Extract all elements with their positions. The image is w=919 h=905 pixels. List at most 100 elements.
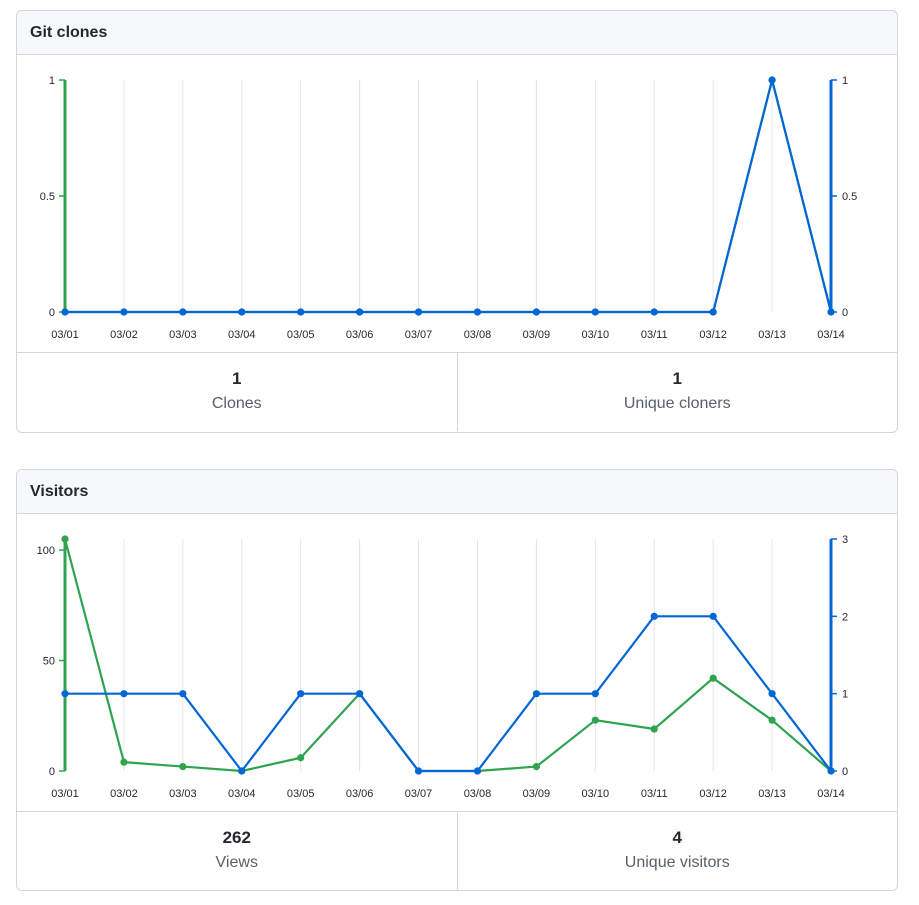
x-tick-label: 03/13 bbox=[758, 329, 786, 341]
x-tick-label: 03/06 bbox=[346, 788, 374, 800]
data-point-right bbox=[591, 308, 599, 316]
right-axis-tick-label: 2 bbox=[842, 611, 848, 623]
data-point-right bbox=[297, 308, 305, 316]
x-tick-label: 03/08 bbox=[464, 329, 492, 341]
data-point-right bbox=[414, 308, 423, 316]
x-tick-label: 03/11 bbox=[641, 788, 668, 800]
x-tick-label: 03/03 bbox=[169, 788, 197, 800]
data-point-right bbox=[827, 767, 835, 775]
data-point-left bbox=[709, 674, 717, 682]
x-tick-label: 03/12 bbox=[699, 329, 727, 341]
x-tick-label: 03/06 bbox=[346, 329, 374, 341]
x-tick-label: 03/10 bbox=[582, 788, 610, 800]
series-line-right bbox=[65, 615, 832, 773]
x-tick-label: 03/14 bbox=[817, 329, 845, 341]
data-point-right bbox=[650, 612, 658, 620]
visitors-header: Visitors bbox=[17, 470, 897, 514]
x-tick-label: 03/09 bbox=[523, 788, 551, 800]
data-point-right bbox=[650, 308, 658, 316]
right-axis-tick-label: 3 bbox=[842, 534, 848, 546]
x-tick-label: 03/04 bbox=[228, 329, 256, 341]
x-tick-label: 03/07 bbox=[405, 788, 433, 800]
visitors-panel: Visitors 03/01 03/02 03/03 03/04 03/05 03/06 0… bbox=[16, 469, 898, 891]
data-point-right bbox=[179, 308, 187, 316]
right-axis-tick-label: 0.5 bbox=[842, 191, 857, 203]
x-tick-label: 03/14 bbox=[817, 788, 845, 800]
x-tick-label: 03/02 bbox=[110, 329, 138, 341]
left-axis-tick-label: 100 bbox=[37, 545, 55, 557]
git-clones-header: Git clones bbox=[17, 11, 897, 55]
git-clones-chart-svg: 03/01 03/02 03/03 03/04 03/05 03/06 03/07 03/08… bbox=[40, 75, 858, 341]
unique-cloners-label: Unique cloners bbox=[623, 395, 731, 412]
views-count: 262 bbox=[222, 828, 251, 847]
left-axis-tick-label: 1 bbox=[49, 75, 55, 87]
git-clones-title: Git clones bbox=[30, 23, 108, 41]
data-point-right bbox=[532, 308, 540, 316]
x-tick-label: 03/11 bbox=[641, 329, 668, 341]
views-label: Views bbox=[215, 854, 258, 871]
data-point-left bbox=[532, 762, 540, 771]
x-tick-label: 03/05 bbox=[287, 329, 315, 341]
x-tick-label: 03/01 bbox=[51, 329, 79, 341]
data-point-right bbox=[120, 308, 128, 316]
x-tick-label: 03/13 bbox=[758, 788, 786, 800]
x-tick-label: 03/10 bbox=[582, 329, 610, 341]
x-tick-label: 03/12 bbox=[699, 788, 727, 800]
data-point-left bbox=[591, 716, 599, 724]
data-point-right bbox=[591, 690, 599, 698]
series-line-right bbox=[65, 78, 833, 314]
unique-visitors-stat: 4 Unique visitors bbox=[456, 812, 898, 890]
left-axis-tick-label: 0 bbox=[49, 307, 55, 319]
series-line-left bbox=[63, 538, 832, 773]
data-point-left bbox=[768, 716, 776, 724]
data-point-right bbox=[356, 690, 364, 698]
unique-visitors-label: Unique visitors bbox=[624, 854, 730, 871]
right-axis-tick-label: 1 bbox=[842, 75, 848, 87]
x-tick-label: 03/03 bbox=[169, 329, 197, 341]
git-clones-stats: 1 Clones 1 Unique cloners bbox=[17, 353, 897, 431]
data-point-right bbox=[61, 690, 69, 698]
data-point-right bbox=[827, 308, 835, 316]
data-point-left bbox=[179, 762, 187, 771]
clones-label: Clones bbox=[211, 395, 262, 412]
data-point-right bbox=[768, 76, 776, 84]
clones-stat: 1 Clones bbox=[17, 353, 457, 431]
left-axis-tick-label: 0.5 bbox=[40, 191, 55, 203]
x-tick-label: 03/07 bbox=[405, 329, 433, 341]
x-tick-label: 03/05 bbox=[287, 788, 315, 800]
x-tick-label: 03/01 bbox=[51, 788, 79, 800]
right-axis-tick-label: 1 bbox=[842, 689, 848, 701]
visitors-stats: 262 Views 4 Unique visitors bbox=[17, 812, 897, 890]
unique-cloners-stat: 1 Unique cloners bbox=[456, 353, 898, 431]
data-point-right bbox=[473, 308, 482, 316]
data-point-left bbox=[61, 535, 69, 543]
data-point-right bbox=[61, 308, 69, 316]
x-tick-label: 03/02 bbox=[110, 788, 138, 800]
data-point-right bbox=[179, 690, 187, 698]
data-point-right bbox=[414, 767, 423, 775]
data-point-right bbox=[120, 690, 128, 698]
data-point-left bbox=[297, 754, 305, 762]
data-point-left bbox=[650, 725, 658, 733]
unique-cloners-count: 1 bbox=[672, 369, 682, 388]
views-stat: 262 Views bbox=[17, 812, 457, 890]
series-line-left bbox=[65, 78, 833, 314]
git-clones-panel: Git clones 03/01 03/02 03/03 03/04 03/05 03/0… bbox=[16, 10, 898, 433]
clones-count: 1 bbox=[232, 369, 242, 388]
data-point-right bbox=[297, 690, 305, 698]
git-clones-chart: 03/01 03/02 03/03 03/04 03/05 03/06 03/07 03/08… bbox=[17, 55, 897, 353]
x-tick-label: 03/04 bbox=[228, 788, 256, 800]
data-point-right bbox=[709, 308, 717, 316]
data-point-right bbox=[473, 767, 482, 775]
right-axis-tick-label: 0 bbox=[842, 766, 848, 778]
x-tick-label: 03/09 bbox=[523, 329, 551, 341]
visitors-chart-svg: 03/01 03/02 03/03 03/04 03/05 03/06 03/07 03/08… bbox=[37, 534, 848, 800]
left-axis-tick-label: 0 bbox=[49, 766, 55, 778]
data-point-right bbox=[356, 308, 364, 316]
data-point-right bbox=[238, 767, 246, 775]
right-axis-tick-label: 0 bbox=[842, 307, 848, 319]
unique-visitors-count: 4 bbox=[672, 828, 682, 847]
data-point-right bbox=[709, 612, 717, 620]
data-point-right bbox=[768, 690, 776, 698]
left-axis-tick-label: 50 bbox=[43, 656, 55, 668]
